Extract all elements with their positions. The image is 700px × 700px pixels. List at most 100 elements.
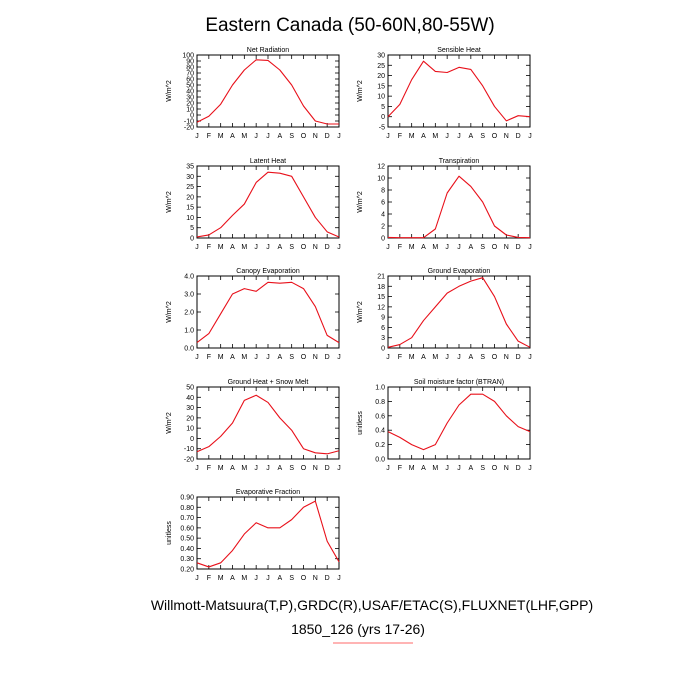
x-tick-label: S: [289, 354, 294, 361]
y-tick-label: 2: [381, 224, 385, 231]
series-line: [196, 281, 340, 344]
footer-case: 1850_126 (yrs 17-26): [291, 621, 425, 637]
x-tick-label: S: [480, 133, 485, 140]
plot-frame: [387, 54, 531, 128]
y-tick-label: 10: [377, 176, 385, 183]
x-tick-label: F: [207, 244, 211, 251]
x-tick-label: J: [528, 244, 532, 251]
x-tick-label: F: [398, 244, 402, 251]
y-tick-label: 6: [381, 200, 385, 207]
chart-title: Ground Evaporation: [428, 268, 491, 275]
x-tick-label: J: [254, 244, 258, 251]
x-tick-label: M: [218, 133, 224, 140]
y-tick-label: 12: [377, 164, 385, 171]
y-tick-label: 5: [190, 225, 194, 232]
y-axis-label: W/m^2: [166, 412, 173, 434]
y-tick-label: 25: [186, 184, 194, 191]
y-tick-label: 0.6: [375, 413, 385, 420]
x-tick-label: S: [289, 465, 294, 472]
series-line: [387, 175, 531, 239]
series-line: [196, 171, 340, 238]
y-axis-label: W/m^2: [166, 80, 173, 102]
y-tick-label: 0: [381, 114, 385, 121]
y-tick-label: 0.0: [184, 346, 194, 353]
x-tick-label: N: [313, 575, 318, 582]
y-tick-label: 35: [186, 164, 194, 171]
x-tick-label: A: [277, 465, 282, 472]
x-tick-label: J: [195, 465, 199, 472]
x-tick-label: M: [409, 244, 415, 251]
x-tick-label: J: [266, 244, 270, 251]
series-line: [196, 59, 339, 125]
y-tick-label: 9: [381, 315, 385, 322]
chart-title: Canopy Evaporation: [236, 268, 300, 275]
x-tick-label: J: [254, 465, 258, 472]
x-tick-label: M: [432, 133, 438, 140]
y-axis-label: unitless: [357, 411, 364, 435]
x-tick-label: A: [230, 133, 235, 140]
x-tick-label: J: [254, 133, 258, 140]
x-tick-label: A: [421, 354, 426, 361]
x-tick-label: M: [241, 244, 247, 251]
y-tick-label: 0.50: [180, 536, 194, 543]
x-tick-label: D: [325, 244, 330, 251]
x-tick-label: J: [457, 133, 461, 140]
x-tick-label: F: [207, 465, 211, 472]
x-tick-label: O: [492, 244, 498, 251]
x-tick-label: M: [432, 465, 438, 472]
chart-panel-9: Evaporative Fraction 0.20 0.30 0.40 0.50 0.60…: [166, 489, 341, 582]
y-tick-label: 8: [381, 188, 385, 195]
y-tick-label: 40: [186, 395, 194, 402]
y-tick-label: 0.4: [375, 428, 385, 435]
x-tick-label: A: [277, 133, 282, 140]
x-tick-label: A: [230, 244, 235, 251]
plot-frame: [196, 54, 340, 128]
x-tick-label: S: [289, 575, 294, 582]
x-tick-label: D: [325, 354, 330, 361]
x-tick-label: D: [325, 575, 330, 582]
y-tick-label: 1.0: [184, 328, 194, 335]
y-tick-label: 60: [186, 77, 194, 84]
x-tick-label: O: [492, 465, 498, 472]
y-tick-label: 0: [190, 436, 194, 443]
x-tick-label: A: [230, 575, 235, 582]
x-tick-label: J: [195, 575, 199, 582]
y-tick-label: 30: [377, 53, 385, 60]
x-tick-label: J: [445, 465, 449, 472]
x-tick-label: S: [289, 133, 294, 140]
y-tick-label: 10: [186, 107, 194, 114]
x-tick-label: D: [516, 133, 521, 140]
y-tick-label: 50: [186, 385, 194, 392]
y-tick-label: 20: [186, 194, 194, 201]
chart-panel-7: Ground Heat + Snow Melt -20 -10 0 10 20 30 40 50…: [166, 379, 341, 472]
x-tick-label: F: [398, 133, 402, 140]
x-tick-label: J: [386, 465, 390, 472]
x-tick-label: J: [254, 354, 258, 361]
x-tick-label: N: [504, 465, 509, 472]
y-tick-label: -10: [184, 446, 194, 453]
y-axis-label: W/m^2: [357, 80, 364, 102]
y-tick-label: 2.0: [184, 310, 194, 317]
x-tick-label: J: [266, 133, 270, 140]
plot-frame: [196, 165, 340, 239]
y-axis-label: W/m^2: [357, 191, 364, 213]
y-tick-label: 70: [186, 71, 194, 78]
x-tick-label: O: [301, 354, 307, 361]
y-tick-label: 0.0: [375, 457, 385, 464]
y-tick-label: -10: [184, 119, 194, 126]
y-tick-label: 6: [381, 325, 385, 332]
x-tick-label: J: [337, 575, 341, 582]
x-tick-label: J: [457, 465, 461, 472]
x-tick-label: J: [528, 133, 532, 140]
x-tick-label: F: [207, 133, 211, 140]
y-tick-label: 4.0: [184, 274, 194, 281]
x-tick-label: M: [432, 244, 438, 251]
x-tick-label: D: [325, 465, 330, 472]
plot-frame: [196, 386, 340, 460]
y-tick-label: 0: [190, 113, 194, 120]
x-tick-label: M: [409, 133, 415, 140]
y-tick-label: 15: [186, 205, 194, 212]
